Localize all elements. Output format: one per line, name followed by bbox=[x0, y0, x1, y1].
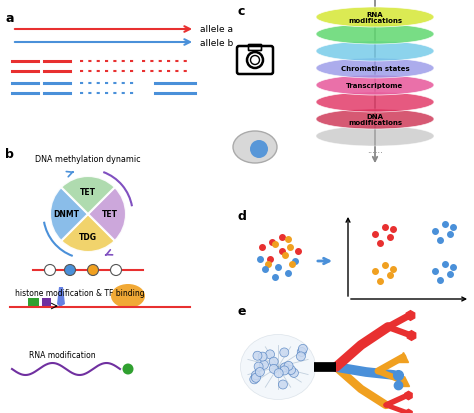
Text: e: e bbox=[238, 304, 246, 317]
Polygon shape bbox=[57, 287, 65, 307]
Circle shape bbox=[269, 357, 278, 366]
Circle shape bbox=[88, 265, 99, 276]
Circle shape bbox=[269, 364, 278, 373]
Circle shape bbox=[259, 361, 268, 369]
Text: DNA methylation dynamic: DNA methylation dynamic bbox=[35, 155, 141, 164]
Ellipse shape bbox=[316, 59, 434, 79]
Circle shape bbox=[253, 351, 262, 361]
Circle shape bbox=[252, 371, 261, 380]
Wedge shape bbox=[50, 188, 88, 241]
Circle shape bbox=[255, 368, 264, 377]
Circle shape bbox=[274, 369, 283, 378]
Circle shape bbox=[278, 380, 287, 389]
FancyBboxPatch shape bbox=[42, 298, 51, 307]
Text: TET: TET bbox=[80, 188, 96, 197]
Text: DNA
modifications: DNA modifications bbox=[348, 114, 402, 126]
Circle shape bbox=[258, 352, 267, 361]
Circle shape bbox=[251, 373, 260, 382]
Text: b: b bbox=[5, 147, 14, 161]
Text: Transcriptome: Transcriptome bbox=[346, 83, 404, 89]
Text: RNA
modifications: RNA modifications bbox=[348, 12, 402, 24]
Circle shape bbox=[250, 141, 268, 159]
FancyBboxPatch shape bbox=[28, 298, 39, 307]
Text: allele b: allele b bbox=[200, 38, 233, 47]
Wedge shape bbox=[88, 188, 126, 241]
Circle shape bbox=[286, 366, 295, 375]
Circle shape bbox=[280, 366, 289, 375]
Ellipse shape bbox=[316, 8, 434, 28]
Circle shape bbox=[284, 361, 293, 370]
Ellipse shape bbox=[316, 42, 434, 62]
Ellipse shape bbox=[316, 25, 434, 45]
Text: c: c bbox=[238, 5, 246, 18]
Circle shape bbox=[265, 350, 274, 359]
Circle shape bbox=[280, 363, 289, 372]
Ellipse shape bbox=[316, 76, 434, 96]
Text: RNA modification: RNA modification bbox=[29, 351, 95, 360]
Ellipse shape bbox=[316, 127, 434, 147]
Text: ......: ...... bbox=[367, 146, 383, 155]
Text: DNMT: DNMT bbox=[53, 210, 79, 219]
Circle shape bbox=[64, 265, 75, 276]
Text: d: d bbox=[238, 209, 247, 223]
Text: histone modification & TF binding: histone modification & TF binding bbox=[15, 289, 145, 298]
Circle shape bbox=[250, 375, 259, 384]
Circle shape bbox=[110, 265, 121, 276]
Text: TET: TET bbox=[102, 210, 118, 219]
Circle shape bbox=[280, 348, 289, 357]
Circle shape bbox=[296, 352, 305, 361]
Circle shape bbox=[45, 265, 55, 276]
Ellipse shape bbox=[316, 110, 434, 130]
Circle shape bbox=[298, 344, 307, 354]
Circle shape bbox=[297, 348, 306, 356]
Text: allele a: allele a bbox=[200, 26, 233, 34]
Text: Chromatin states: Chromatin states bbox=[341, 66, 410, 72]
Text: TDG: TDG bbox=[79, 232, 97, 241]
Ellipse shape bbox=[233, 132, 277, 164]
Circle shape bbox=[254, 362, 263, 371]
Circle shape bbox=[290, 368, 299, 377]
Wedge shape bbox=[61, 177, 115, 214]
Ellipse shape bbox=[240, 335, 316, 399]
Text: a: a bbox=[5, 12, 13, 25]
Ellipse shape bbox=[111, 284, 145, 308]
Ellipse shape bbox=[316, 93, 434, 113]
Circle shape bbox=[122, 363, 134, 375]
Wedge shape bbox=[61, 214, 115, 252]
